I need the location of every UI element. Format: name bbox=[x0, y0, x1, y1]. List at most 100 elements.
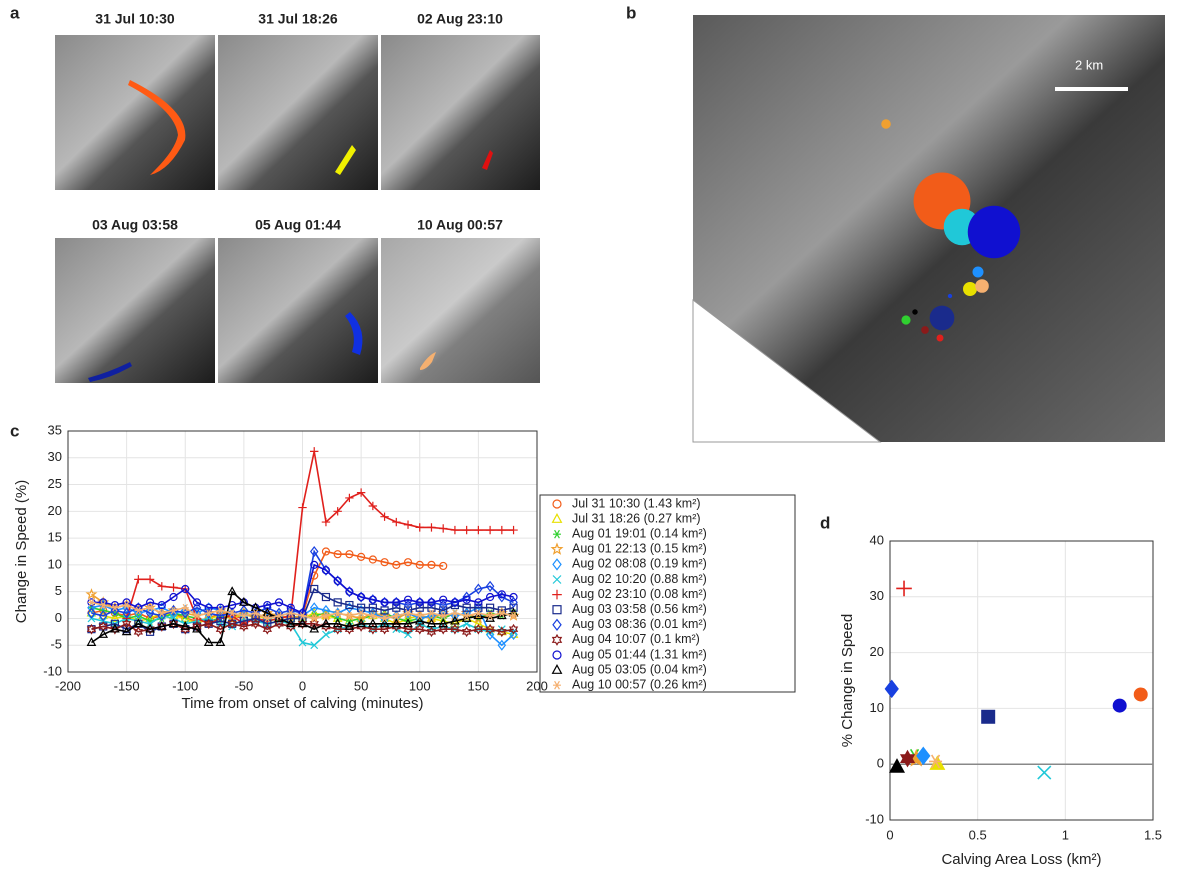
marker bbox=[982, 710, 995, 723]
y-tick-label: 15 bbox=[48, 530, 62, 545]
marker bbox=[474, 526, 482, 534]
image bbox=[218, 238, 378, 383]
figure: a 31 Jul 10:30 31 Jul 18:26 02 Aug 23:10… bbox=[0, 0, 1180, 872]
y-tick-label: 10 bbox=[48, 556, 62, 571]
legend-label: Aug 03 08:36 (0.01 km²) bbox=[572, 617, 707, 631]
y-tick-label: 0 bbox=[877, 756, 884, 771]
image-title: 10 Aug 00:57 bbox=[417, 217, 503, 233]
x-tick-label: 0.5 bbox=[969, 827, 987, 842]
marker bbox=[1038, 766, 1051, 779]
marker bbox=[298, 503, 306, 511]
x-tick-label: 50 bbox=[354, 678, 368, 693]
x-tick-label: -150 bbox=[114, 678, 140, 693]
x-tick-label: 1.5 bbox=[1144, 827, 1162, 842]
marker bbox=[169, 583, 177, 591]
x-tick-label: 150 bbox=[468, 678, 490, 693]
marker bbox=[896, 581, 912, 597]
legend-label: Aug 01 22:13 (0.15 km²) bbox=[572, 542, 707, 556]
legend-label: Jul 31 18:26 (0.27 km²) bbox=[572, 511, 701, 525]
x-tick-label: 1 bbox=[1062, 827, 1069, 842]
x-tick-label: 0 bbox=[886, 827, 893, 842]
scale-label: 2 km bbox=[1075, 57, 1103, 72]
y-tick-label: 30 bbox=[870, 588, 884, 603]
marker bbox=[486, 526, 494, 534]
y-tick-label: 30 bbox=[48, 449, 62, 464]
bubble bbox=[948, 294, 952, 298]
y-axis-title: Change in Speed (%) bbox=[13, 480, 30, 623]
legend-label: Aug 01 19:01 (0.14 km²) bbox=[572, 526, 707, 540]
bubble bbox=[901, 315, 910, 324]
image-title: 02 Aug 23:10 bbox=[417, 11, 503, 27]
image-title: 05 Aug 01:44 bbox=[255, 217, 341, 233]
y-tick-label: -10 bbox=[43, 663, 62, 678]
y-tick-label: 25 bbox=[48, 476, 62, 491]
marker bbox=[158, 582, 166, 590]
x-tick-label: -200 bbox=[55, 678, 81, 693]
y-axis-title: % Change in Speed bbox=[839, 614, 856, 747]
bubble bbox=[930, 306, 955, 331]
panel-label: a bbox=[10, 3, 20, 22]
x-axis-title: Calving Area Loss (km²) bbox=[941, 851, 1101, 868]
bubble bbox=[975, 279, 989, 293]
bubble bbox=[881, 119, 891, 129]
x-tick-label: 100 bbox=[409, 678, 431, 693]
legend-label: Aug 02 23:10 (0.08 km²) bbox=[572, 587, 707, 601]
marker bbox=[498, 526, 506, 534]
marker bbox=[416, 523, 424, 531]
marker bbox=[310, 447, 318, 455]
image bbox=[218, 35, 378, 190]
bubble bbox=[921, 326, 929, 334]
legend-label: Aug 10 00:57 (0.26 km²) bbox=[572, 677, 707, 691]
marker bbox=[404, 521, 412, 529]
image bbox=[55, 35, 215, 190]
y-tick-label: -5 bbox=[50, 637, 62, 652]
marker bbox=[1113, 699, 1126, 712]
y-tick-label: 20 bbox=[48, 503, 62, 518]
thumbnails bbox=[55, 35, 540, 383]
marker bbox=[451, 526, 459, 534]
marker bbox=[885, 680, 898, 697]
legend-label: Aug 03 03:58 (0.56 km²) bbox=[572, 602, 707, 616]
marker bbox=[405, 631, 412, 638]
bubble bbox=[963, 282, 977, 296]
panel-label: d bbox=[820, 513, 830, 532]
bubble bbox=[972, 266, 983, 277]
axes-frame bbox=[890, 541, 1153, 820]
legend-label: Aug 04 10:07 (0.1 km²) bbox=[572, 632, 700, 646]
image-title: 31 Jul 10:30 bbox=[95, 11, 175, 27]
marker bbox=[439, 524, 447, 532]
marker bbox=[1134, 688, 1147, 701]
y-tick-label: 20 bbox=[870, 644, 884, 659]
x-axis-title: Time from onset of calving (minutes) bbox=[181, 695, 423, 712]
marker bbox=[462, 526, 470, 534]
y-tick-label: 35 bbox=[48, 422, 62, 437]
marker bbox=[322, 631, 329, 638]
bubble bbox=[912, 309, 917, 314]
marker bbox=[509, 526, 517, 534]
marker bbox=[146, 575, 154, 583]
x-tick-label: -50 bbox=[234, 678, 253, 693]
panel-label: c bbox=[10, 421, 19, 440]
image bbox=[381, 35, 540, 190]
x-tick-label: 200 bbox=[526, 678, 548, 693]
bubble bbox=[937, 335, 944, 342]
y-tick-label: 5 bbox=[55, 583, 62, 598]
y-tick-label: 0 bbox=[55, 610, 62, 625]
image-title: 31 Jul 18:26 bbox=[258, 11, 338, 27]
y-tick-label: -10 bbox=[865, 811, 884, 826]
image bbox=[55, 238, 215, 383]
x-tick-label: 0 bbox=[299, 678, 306, 693]
legend-label: Aug 05 01:44 (1.31 km²) bbox=[572, 647, 707, 661]
x-tick-label: -100 bbox=[172, 678, 198, 693]
marker bbox=[134, 575, 142, 583]
legend-label: Aug 02 08:08 (0.19 km²) bbox=[572, 557, 707, 571]
y-tick-label: 10 bbox=[870, 700, 884, 715]
marker bbox=[392, 518, 400, 526]
image-title: 03 Aug 03:58 bbox=[92, 217, 178, 233]
legend-label: Jul 31 10:30 (1.43 km²) bbox=[572, 496, 701, 510]
bubble bbox=[968, 206, 1020, 258]
y-tick-label: 40 bbox=[870, 532, 884, 547]
legend-label: Aug 02 10:20 (0.88 km²) bbox=[572, 572, 707, 586]
panel-label: b bbox=[626, 3, 636, 22]
legend-label: Aug 05 03:05 (0.04 km²) bbox=[572, 662, 707, 676]
